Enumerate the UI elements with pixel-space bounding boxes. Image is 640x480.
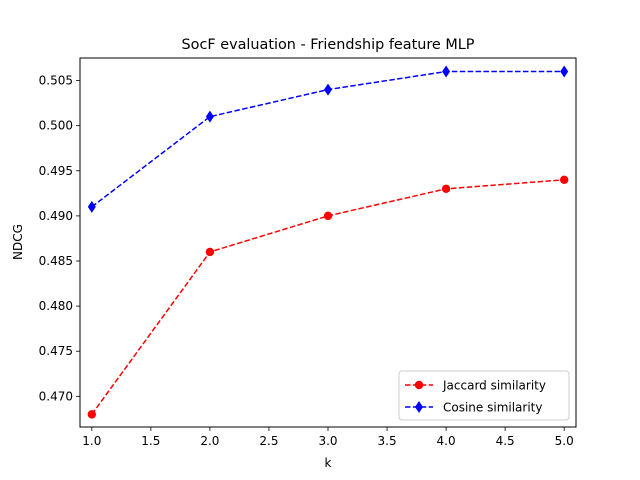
axis-ticks: 1.0 1.5 2.0 2.5 3.0 3.5 4.0 4.5 5.0 0.470 0.475 0.4… <box>39 74 574 448</box>
legend-marker <box>414 380 424 390</box>
y-tick-label: 0.500 <box>39 119 73 133</box>
x-tick-label: 1.0 <box>82 434 101 448</box>
x-tick-label: 3.0 <box>318 434 337 448</box>
x-axis-label: k <box>325 456 332 470</box>
data-point <box>441 184 451 194</box>
plot-frame <box>79 57 577 428</box>
series-0 <box>87 175 569 419</box>
y-tick-label: 0.495 <box>39 164 73 178</box>
data-point <box>87 410 97 419</box>
x-tick-label: 2.5 <box>259 434 278 448</box>
series-1 <box>87 65 569 213</box>
data-point <box>87 200 96 213</box>
x-tick-label: 2.0 <box>200 434 219 448</box>
y-tick-label: 0.505 <box>39 74 73 88</box>
legend-label: Jaccard similarity <box>442 379 546 393</box>
x-tick-label: 3.5 <box>378 434 397 448</box>
y-tick-label: 0.490 <box>39 209 73 223</box>
data-point <box>324 83 332 96</box>
data-point <box>559 175 569 184</box>
legend: Jaccard similarity Cosine similarity <box>398 370 570 421</box>
x-tick-label: 5.0 <box>555 434 574 448</box>
data-point <box>205 247 215 257</box>
data-point <box>205 110 214 123</box>
legend-label: Cosine similarity <box>443 401 542 415</box>
data-point <box>442 65 451 78</box>
y-tick-label: 0.475 <box>39 344 73 358</box>
y-tick-label: 0.480 <box>39 299 73 313</box>
y-tick-label: 0.485 <box>39 254 73 268</box>
y-axis-label: NDCG <box>11 224 25 260</box>
chart-title: SocF evaluation - Friendship feature MLP <box>182 37 475 53</box>
y-tick-label: 0.470 <box>39 389 73 403</box>
legend-box <box>398 370 570 421</box>
x-tick-label: 1.5 <box>141 434 160 448</box>
data-point <box>323 211 333 221</box>
x-tick-label: 4.5 <box>496 434 515 448</box>
data-point <box>560 65 569 78</box>
legend-marker <box>415 401 423 413</box>
x-tick-label: 4.0 <box>437 434 456 448</box>
series-layer <box>87 65 569 419</box>
